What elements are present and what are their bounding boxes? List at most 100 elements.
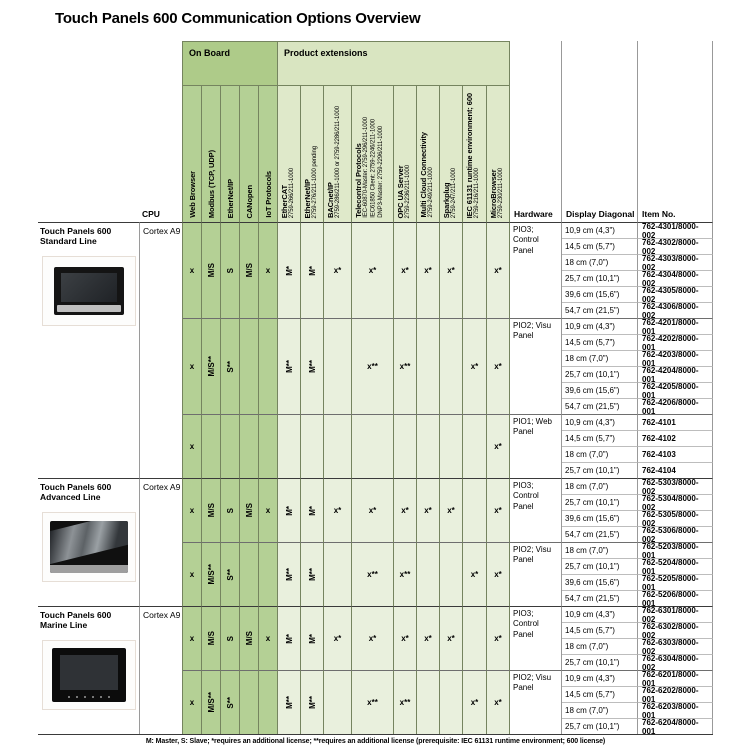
extension-mark-cell: [324, 670, 352, 734]
extension-mark-cell: [440, 414, 463, 478]
hardware-cell: PIO2; Visu Panel: [510, 542, 562, 606]
mark: x**: [367, 698, 378, 707]
display-diagonal-cell: 10,9 cm (4,3"): [562, 222, 638, 238]
extension-mark-cell: M**: [278, 318, 301, 414]
onboard-mark-cell: x: [259, 222, 278, 318]
display-diagonal-cell: 39,6 cm (15,6"): [562, 574, 638, 590]
extension-item-number: IEC-60870-Master: 2759-296/211-1000: [363, 117, 369, 218]
extension-mark-cell: [301, 414, 324, 478]
display-diagonal-cell: 25,7 cm (10,1"): [562, 270, 638, 286]
section-name-line: Advanced Line: [40, 492, 101, 503]
mark: x**: [399, 362, 411, 371]
extension-column-header: IEC 61131 runtime environment; 600 2759-2…: [463, 86, 487, 222]
extension-mark-cell: x*: [352, 478, 394, 542]
extension-column-header: OPC UA Server 2759-2236/211-1000: [394, 86, 417, 222]
extension-column-label: EtherCAT 2759-266/211-1000: [280, 168, 297, 218]
extension-mark-cell: M**: [278, 670, 301, 734]
extension-column-label: Telecontrol Protocols IEC-60870-Master: 2…: [354, 117, 386, 218]
extension-mark-cell: x**: [394, 670, 417, 734]
extension-item-number: 2759-266/211-1000: [289, 167, 295, 218]
onboard-mark-cell: S: [221, 606, 240, 670]
onboard-mark-cell: x: [183, 414, 202, 478]
onboard-column-label: IoT Protocols: [263, 171, 273, 218]
onboard-mark-cell: S**: [221, 318, 240, 414]
mark: x*: [368, 634, 377, 643]
mark: M**: [307, 696, 317, 709]
onboard-mark-cell: x: [183, 478, 202, 542]
product-image-marine: [41, 640, 136, 711]
mark: x*: [470, 570, 479, 579]
item-no-cell: 762-5303/8000-002: [638, 478, 713, 494]
extension-column-header: MicroBrowser 2759-230/211-1000: [487, 86, 510, 222]
item-no-cell: 762-5206/8000-001: [638, 590, 713, 606]
display-diagonal-cell: 25,7 cm (10,1"): [562, 366, 638, 382]
item-no-cell: 762-4102: [638, 430, 713, 446]
display-diagonal-column-header: Display Diagonal: [562, 41, 638, 222]
extension-mark-cell: x**: [394, 542, 417, 606]
onboard-mark-cell: [240, 542, 259, 606]
extension-item-number: 2759-216/211-1000: [474, 167, 480, 218]
item-no-column-header: Item No.: [638, 41, 713, 222]
extension-mark-cell: x*: [394, 222, 417, 318]
extension-mark-cell: x*: [352, 222, 394, 318]
onboard-mark-cell: S**: [221, 542, 240, 606]
onboard-mark-cell: M/S: [240, 606, 259, 670]
extension-mark-cell: x*: [487, 414, 510, 478]
mark: x*: [447, 634, 455, 643]
mark: x*: [447, 506, 455, 515]
onboard-mark-cell: S**: [221, 670, 240, 734]
item-no-cell: 762-4301/8000-002: [638, 222, 713, 238]
section-cpu: Cortex A9: [140, 606, 183, 734]
mark: M/S**: [206, 564, 216, 585]
extension-mark-cell: M*: [301, 606, 324, 670]
onboard-mark-cell: S: [221, 478, 240, 542]
onboard-mark-cell: x: [183, 222, 202, 318]
extension-column-header: Telecontrol Protocols IEC-60870-Master: 2…: [352, 86, 394, 222]
mark: x: [189, 442, 195, 451]
item-no-cell: 762-6304/8000-002: [638, 654, 713, 670]
display-diagonal-cell: 25,7 cm (10,1"): [562, 494, 638, 510]
mark: x*: [424, 266, 432, 275]
footnote: M: Master, S: Slave; *requires an additi…: [145, 738, 606, 745]
extension-mark-cell: x*: [394, 606, 417, 670]
onboard-mark-cell: [240, 318, 259, 414]
extension-mark-cell: x*: [487, 670, 510, 734]
extension-mark-cell: [324, 542, 352, 606]
mark: x*: [494, 362, 502, 371]
cpu-column-header: CPU: [140, 41, 183, 222]
display-diagonal-cell: 54,7 cm (21,5"): [562, 590, 638, 606]
onboard-mark-cell: x: [259, 606, 278, 670]
item-no-cell: 762-4204/8000-001: [638, 366, 713, 382]
extension-column-label: IEC 61131 runtime environment; 600 2759-2…: [465, 93, 482, 218]
extension-mark-cell: [463, 414, 487, 478]
extension-column-header: EtherCAT 2759-266/211-1000: [278, 86, 301, 222]
mark: M/S: [206, 503, 216, 518]
section-cpu: Cortex A9: [140, 478, 183, 606]
mark: M*: [307, 505, 317, 516]
onboard-mark-cell: [259, 414, 278, 478]
extension-column-header: Sparkplug 2759-247/211-1000: [440, 86, 463, 222]
mark: S: [225, 507, 235, 514]
extension-item-number: 2759-247/211-1000: [451, 167, 457, 218]
extension-mark-cell: [417, 318, 440, 414]
section-label-cell: Touch Panels 600 Advanced Line: [38, 478, 140, 606]
mark: x*: [447, 266, 455, 275]
onboard-mark-cell: [221, 414, 240, 478]
item-no-cell: 762-6303/8000-002: [638, 638, 713, 654]
header-corner: [38, 41, 140, 222]
onboard-mark-cell: M/S: [202, 606, 221, 670]
extension-item-number: 2759-249/211-1000: [428, 167, 434, 218]
mark: M**: [284, 568, 294, 581]
section-name-line: Touch Panels 600: [40, 482, 112, 492]
extension-mark-cell: M*: [301, 222, 324, 318]
mark: x*: [494, 266, 502, 275]
item-no-cell: 762-4203/8000-001: [638, 350, 713, 366]
mark: x: [265, 634, 271, 643]
mark: x**: [399, 698, 411, 707]
mark: x: [189, 634, 195, 643]
extension-mark-cell: x*: [417, 478, 440, 542]
item-no-cell: 762-5203/8000-001: [638, 542, 713, 558]
extension-name: MicroBrowser: [489, 169, 498, 218]
item-no-cell: 762-4304/8000-002: [638, 270, 713, 286]
extension-mark-cell: [324, 414, 352, 478]
